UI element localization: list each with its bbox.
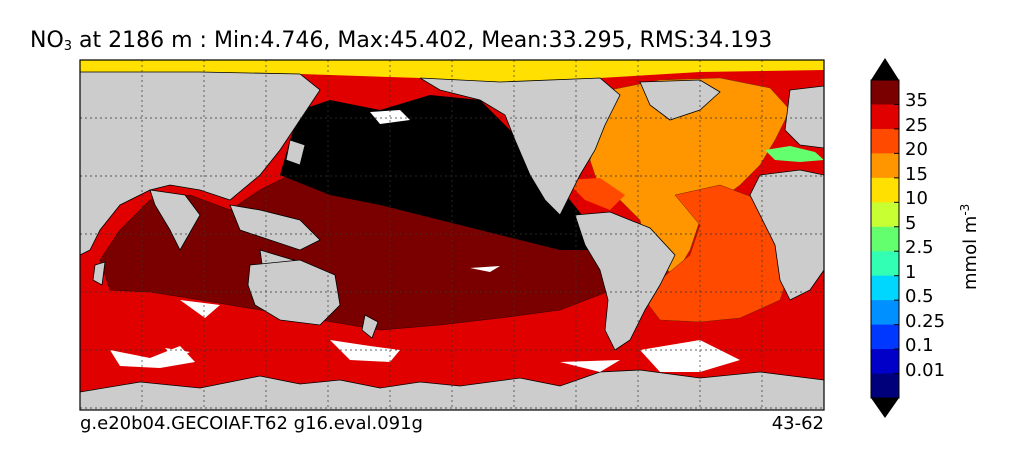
run-caption: g.e20b04.GECOIAF.T62 g16.eval.091g bbox=[80, 413, 423, 434]
antarctic-ice bbox=[110, 340, 740, 372]
colorbar-tick-label: 20 bbox=[905, 139, 928, 161]
south-america-land bbox=[574, 211, 676, 351]
new-zealand-land bbox=[361, 314, 379, 339]
colorbar-tick-label: 0.1 bbox=[905, 335, 934, 357]
colorbar-swatch bbox=[871, 373, 899, 399]
colorbar-tick-label: 35 bbox=[905, 90, 928, 112]
title-species: NO bbox=[30, 28, 64, 53]
title-stats: at 2186 m : Min:4.746, Max:45.402, Mean:… bbox=[72, 28, 773, 53]
colorbar-swatch bbox=[871, 153, 899, 179]
africa-land bbox=[749, 169, 824, 301]
colorbar-swatch bbox=[871, 177, 899, 203]
colorbar-swatch bbox=[871, 202, 899, 228]
colorbar-tick-label: 0.01 bbox=[905, 359, 946, 381]
north-pacific-region bbox=[280, 95, 610, 250]
colorbar-swatch bbox=[871, 128, 899, 154]
chart-title: NO3 at 2186 m : Min:4.746, Max:45.402, M… bbox=[30, 28, 890, 62]
colorbar-swatch bbox=[871, 80, 899, 105]
mediterranean-region bbox=[765, 146, 824, 162]
units-label: mmol m bbox=[960, 215, 981, 290]
colorbar-frame bbox=[870, 79, 900, 399]
colorbar-tick-label: 0.5 bbox=[905, 286, 934, 308]
colorbar-tick-label: 5 bbox=[905, 212, 917, 234]
colorbar-tick-label: 15 bbox=[905, 163, 928, 185]
colorbar-swatch bbox=[871, 349, 899, 375]
india-land bbox=[149, 189, 201, 251]
map-body bbox=[80, 60, 824, 410]
colorbar-label: mmol m-3 bbox=[958, 130, 981, 290]
europe-land bbox=[784, 85, 824, 149]
colorbar-tick-label: 0.25 bbox=[905, 310, 946, 332]
colorbar-extend-min bbox=[871, 398, 899, 418]
period-caption: 43-62 bbox=[771, 413, 824, 434]
colorbar-tick-label: 10 bbox=[905, 188, 928, 210]
graticule bbox=[80, 60, 824, 410]
title-subscript: 3 bbox=[63, 39, 73, 54]
units-exponent: -3 bbox=[958, 203, 972, 216]
map-frame bbox=[79, 59, 825, 411]
colorbar-swatch bbox=[871, 251, 899, 277]
colorbar-swatch bbox=[871, 226, 899, 252]
colorbar-swatch bbox=[871, 324, 899, 350]
colorbar-extend-max bbox=[871, 58, 899, 80]
colorbar-swatch bbox=[871, 300, 899, 326]
colorbar-tick-label: 25 bbox=[905, 114, 928, 136]
colorbar-tick-label: 2.5 bbox=[905, 237, 934, 259]
colorbar-tick-label: 1 bbox=[905, 261, 917, 283]
japan-land bbox=[285, 139, 306, 166]
north-america-land bbox=[419, 77, 621, 216]
caribbean-region bbox=[565, 178, 625, 210]
colorbar-swatch bbox=[871, 275, 899, 301]
colorbar-swatch bbox=[871, 104, 899, 130]
madagascar-land bbox=[92, 261, 106, 286]
